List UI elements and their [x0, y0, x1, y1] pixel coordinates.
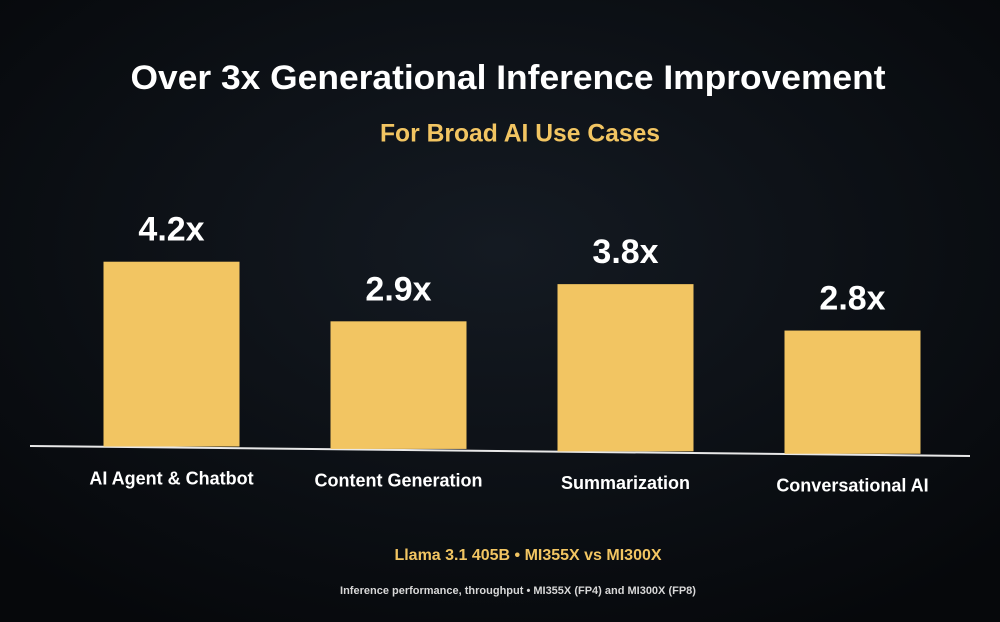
x-tick-label: Summarization	[561, 473, 690, 493]
bar	[330, 321, 467, 449]
chart-subtitle: For Broad AI Use Cases	[380, 120, 660, 148]
chart-title: Over 3x Generational Inference Improveme…	[131, 59, 886, 97]
footnote: Llama 3.1 405B • MI355X vs MI300X	[394, 547, 661, 564]
baseline	[29, 445, 971, 457]
bar	[103, 261, 240, 447]
value-label: 3.8x	[592, 233, 658, 271]
footnote: Inference performance, throughput • MI35…	[340, 585, 696, 597]
bar	[557, 284, 694, 452]
value-label: 2.8x	[819, 280, 885, 318]
x-tick-label: Conversational AI	[776, 476, 928, 496]
x-tick-label: Content Generation	[314, 471, 482, 491]
value-label: 2.9x	[365, 270, 431, 308]
bar	[784, 330, 921, 454]
x-tick-label: AI Agent & Chatbot	[89, 468, 253, 488]
value-label: 4.2x	[138, 211, 204, 249]
